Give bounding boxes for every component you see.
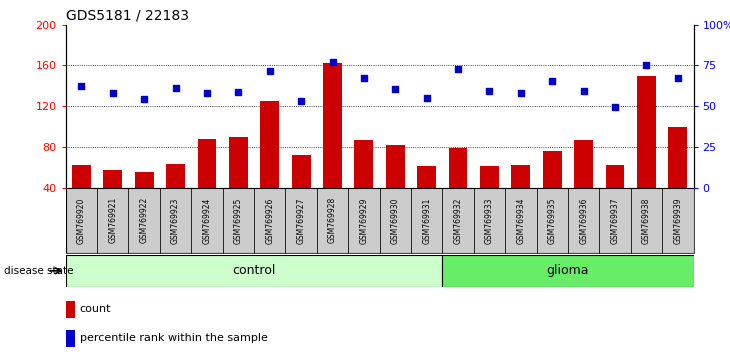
Text: GSM769934: GSM769934 (516, 197, 526, 244)
Bar (66, 301, 75, 318)
Bar (669, 127, 687, 188)
Text: GSM769926: GSM769926 (265, 197, 274, 244)
Text: GSM769923: GSM769923 (171, 197, 180, 244)
Bar (317, 188, 348, 253)
Text: GSM769924: GSM769924 (202, 197, 212, 244)
Text: GSM769935: GSM769935 (548, 197, 557, 244)
Point (358, 75, 369, 81)
Text: glioma: glioma (547, 264, 589, 277)
Text: GSM769928: GSM769928 (328, 197, 337, 244)
Bar (72, 165, 91, 188)
Bar (66, 188, 97, 253)
Bar (631, 188, 662, 253)
Bar (128, 188, 160, 253)
Text: GSM769937: GSM769937 (610, 197, 620, 244)
Bar (606, 165, 624, 188)
Bar (411, 188, 442, 253)
Bar (285, 188, 317, 253)
Text: disease state: disease state (4, 266, 73, 276)
Bar (474, 188, 505, 253)
Bar (386, 145, 404, 188)
Bar (537, 188, 568, 253)
Point (672, 75, 683, 81)
Bar (380, 188, 411, 253)
Bar (104, 170, 122, 188)
Text: GSM769938: GSM769938 (642, 197, 651, 244)
Text: GSM769930: GSM769930 (391, 197, 400, 244)
Bar (442, 255, 694, 287)
Bar (637, 76, 656, 188)
Bar (66, 255, 442, 287)
Bar (418, 166, 436, 188)
Bar (568, 188, 599, 253)
Point (578, 88, 590, 94)
Bar (449, 148, 467, 188)
Text: GSM769929: GSM769929 (359, 197, 369, 244)
Bar (223, 188, 254, 253)
Point (107, 90, 119, 96)
Bar (575, 140, 593, 188)
Bar (505, 188, 537, 253)
Bar (97, 188, 128, 253)
Point (264, 68, 276, 73)
Point (390, 86, 402, 92)
Text: control: control (232, 264, 276, 277)
Text: GDS5181 / 22183: GDS5181 / 22183 (66, 8, 188, 22)
Point (453, 66, 464, 72)
Point (421, 95, 433, 101)
Bar (261, 101, 279, 188)
Text: GSM769920: GSM769920 (77, 197, 86, 244)
Point (326, 59, 338, 65)
Bar (512, 165, 530, 188)
Bar (292, 155, 310, 188)
Bar (480, 166, 499, 188)
Point (295, 98, 307, 104)
Text: GSM769922: GSM769922 (139, 197, 149, 244)
Bar (135, 172, 153, 188)
Bar (166, 164, 185, 188)
Bar (160, 188, 191, 253)
Bar (229, 137, 247, 188)
Point (169, 85, 181, 91)
Text: GSM769939: GSM769939 (673, 197, 683, 244)
Text: GSM769921: GSM769921 (108, 197, 118, 244)
Point (139, 96, 150, 102)
Point (609, 104, 620, 110)
Text: GSM769925: GSM769925 (234, 197, 243, 244)
Text: GSM769933: GSM769933 (485, 197, 494, 244)
Bar (323, 63, 342, 188)
Text: GSM769932: GSM769932 (453, 197, 463, 244)
Bar (348, 188, 380, 253)
Point (76, 83, 88, 89)
Text: GSM769936: GSM769936 (579, 197, 588, 244)
Bar (191, 188, 223, 253)
Text: count: count (80, 304, 112, 314)
Bar (198, 139, 216, 188)
Text: GSM769927: GSM769927 (296, 197, 306, 244)
Text: GSM769931: GSM769931 (422, 197, 431, 244)
Point (201, 90, 213, 96)
Bar (254, 188, 285, 253)
Bar (355, 140, 373, 188)
Point (484, 88, 496, 94)
Bar (543, 151, 561, 188)
Point (232, 89, 244, 95)
Bar (442, 188, 474, 253)
Bar (662, 188, 694, 253)
Text: percentile rank within the sample: percentile rank within the sample (80, 333, 268, 343)
Point (515, 90, 527, 96)
Bar (599, 188, 631, 253)
Point (641, 63, 653, 68)
Bar (66, 330, 75, 347)
Point (546, 78, 558, 84)
